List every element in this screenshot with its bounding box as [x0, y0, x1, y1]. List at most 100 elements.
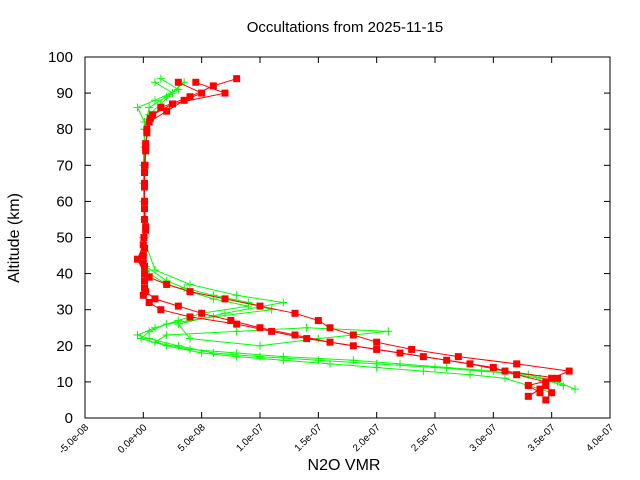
- data-point: [419, 367, 428, 376]
- y-tick-label: 20: [56, 338, 73, 355]
- data-point: [524, 382, 532, 390]
- x-axis-label: N2O VMR: [308, 457, 381, 474]
- data-point: [349, 356, 358, 365]
- data-point: [373, 338, 381, 346]
- data-point: [326, 338, 334, 346]
- data-point: [133, 330, 142, 339]
- y-tick-label: 40: [56, 266, 73, 283]
- data-point: [489, 363, 497, 371]
- y-tick-label: 0: [65, 410, 73, 427]
- data-point: [209, 291, 218, 300]
- y-tick-label: 80: [56, 121, 73, 138]
- data-point: [145, 118, 153, 126]
- data-point: [157, 104, 165, 112]
- data-point: [279, 298, 288, 307]
- data-point: [156, 74, 165, 83]
- data-point: [244, 298, 253, 307]
- data-point: [542, 378, 550, 386]
- plot-frame: [84, 56, 611, 419]
- data-point: [174, 302, 182, 310]
- data-point: [163, 280, 171, 288]
- y-tick-label: 100: [48, 49, 73, 66]
- data-point: [142, 288, 150, 296]
- data-point: [133, 103, 142, 112]
- data-point: [513, 360, 521, 368]
- data-point: [442, 363, 451, 372]
- data-point: [141, 244, 148, 252]
- data-point: [501, 374, 509, 383]
- data-point: [513, 371, 521, 379]
- data-point: [302, 323, 311, 332]
- data-point: [145, 327, 154, 336]
- data-point: [162, 330, 171, 339]
- data-point: [291, 331, 299, 339]
- data-point: [209, 349, 218, 358]
- data-point: [146, 114, 154, 122]
- data-point: [233, 75, 241, 83]
- data-point: [143, 129, 151, 137]
- data-point: [139, 241, 147, 249]
- data-point: [396, 359, 404, 368]
- data-point: [151, 96, 159, 105]
- data-point: [326, 324, 334, 332]
- data-point: [186, 334, 194, 343]
- data-point: [174, 78, 182, 86]
- data-point: [137, 334, 145, 343]
- data-point: [221, 309, 229, 318]
- data-point: [157, 306, 165, 314]
- data-point: [186, 313, 194, 321]
- data-point: [145, 273, 153, 281]
- data-point: [454, 353, 462, 361]
- data-point: [221, 89, 229, 97]
- data-point: [141, 277, 148, 285]
- y-tick-label: 30: [56, 302, 73, 319]
- data-point: [227, 317, 235, 325]
- data-point: [542, 382, 550, 390]
- data-point: [349, 331, 357, 339]
- data-point: [174, 320, 183, 329]
- data-point: [209, 82, 217, 90]
- data-point: [466, 370, 474, 379]
- data-point: [163, 107, 171, 115]
- data-point: [548, 374, 556, 382]
- y-tick-label: 70: [56, 157, 73, 174]
- data-point: [501, 367, 509, 375]
- data-point: [180, 96, 188, 104]
- data-point: [141, 215, 148, 223]
- data-point: [419, 353, 427, 361]
- data-point: [232, 352, 241, 361]
- data-point: [326, 359, 334, 368]
- y-tick-label: 90: [56, 85, 73, 102]
- data-point: [554, 374, 561, 382]
- data-point: [169, 100, 176, 108]
- data-point: [431, 363, 439, 372]
- data-point: [186, 345, 194, 354]
- data-point: [373, 345, 381, 353]
- data-point: [141, 262, 148, 270]
- data-point: [565, 367, 573, 375]
- data-point: [141, 284, 148, 292]
- data-point: [162, 92, 171, 101]
- data-point: [542, 396, 550, 404]
- data-point: [408, 345, 416, 353]
- data-point: [232, 291, 241, 300]
- data-point: [477, 367, 486, 376]
- data-point: [186, 280, 194, 289]
- data-point: [256, 324, 264, 332]
- data-point: [221, 295, 229, 303]
- data-point: [162, 320, 171, 329]
- data-point: [279, 356, 288, 365]
- data-point: [197, 349, 206, 358]
- y-tick-label: 60: [56, 193, 73, 210]
- data-point: [139, 259, 147, 267]
- data-point: [141, 197, 148, 205]
- y-tick-label: 10: [56, 374, 73, 391]
- data-point: [384, 327, 393, 336]
- data-point: [303, 335, 311, 343]
- data-point: [168, 89, 177, 98]
- data-point: [559, 381, 568, 390]
- data-point: [267, 305, 276, 314]
- data-point: [536, 389, 544, 397]
- data-point: [142, 147, 150, 155]
